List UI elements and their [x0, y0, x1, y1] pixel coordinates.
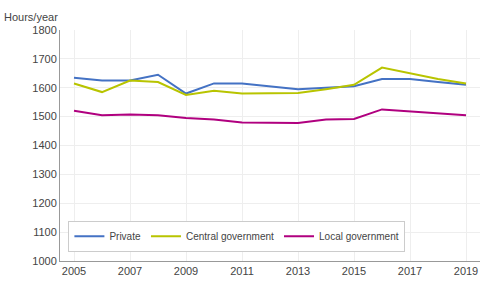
svg-text:Private: Private [109, 231, 141, 242]
svg-text:2011: 2011 [230, 265, 254, 277]
svg-text:2015: 2015 [342, 265, 366, 277]
svg-text:1400: 1400 [32, 139, 56, 151]
svg-text:Central government: Central government [186, 231, 274, 242]
svg-text:1000: 1000 [32, 255, 56, 267]
svg-text:1800: 1800 [32, 24, 56, 36]
svg-text:2013: 2013 [286, 265, 310, 277]
svg-text:1500: 1500 [32, 110, 56, 122]
svg-text:1200: 1200 [32, 197, 56, 209]
svg-text:2009: 2009 [174, 265, 198, 277]
svg-text:1600: 1600 [32, 82, 56, 94]
svg-text:2005: 2005 [62, 265, 86, 277]
svg-text:1100: 1100 [33, 226, 57, 238]
svg-text:1700: 1700 [32, 53, 56, 65]
svg-text:2017: 2017 [398, 265, 422, 277]
svg-text:2019: 2019 [454, 265, 478, 277]
svg-text:Hours/year: Hours/year [4, 11, 58, 23]
svg-text:Local government: Local government [319, 231, 399, 242]
svg-text:2007: 2007 [118, 265, 142, 277]
svg-text:1300: 1300 [32, 168, 56, 180]
